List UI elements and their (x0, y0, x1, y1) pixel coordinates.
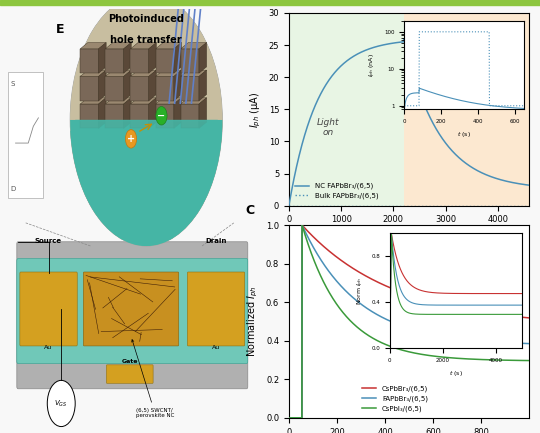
Circle shape (70, 0, 222, 246)
Circle shape (70, 0, 222, 246)
FancyBboxPatch shape (17, 242, 248, 389)
Polygon shape (80, 98, 106, 104)
Polygon shape (148, 42, 157, 73)
Polygon shape (181, 104, 199, 128)
Polygon shape (80, 76, 98, 101)
Polygon shape (181, 76, 199, 101)
Polygon shape (156, 42, 181, 49)
Polygon shape (131, 49, 149, 73)
Polygon shape (174, 42, 181, 73)
Bar (404, 13, 529, 206)
Polygon shape (131, 70, 157, 76)
FancyBboxPatch shape (20, 272, 77, 346)
Polygon shape (80, 70, 106, 76)
Text: Gate: Gate (122, 359, 138, 364)
Text: Au: Au (212, 345, 220, 350)
FancyBboxPatch shape (8, 71, 43, 197)
Circle shape (156, 107, 167, 125)
Legend: NC FAPbBr₃/(6,5), Bulk FAPbBr₃/(6,5): NC FAPbBr₃/(6,5), Bulk FAPbBr₃/(6,5) (292, 180, 381, 202)
Polygon shape (131, 104, 149, 128)
Polygon shape (124, 98, 131, 128)
Polygon shape (105, 70, 131, 76)
Wedge shape (70, 120, 222, 246)
Polygon shape (156, 76, 174, 101)
Polygon shape (131, 98, 157, 104)
Polygon shape (156, 98, 181, 104)
Text: D: D (10, 186, 16, 192)
Polygon shape (174, 98, 181, 128)
Polygon shape (199, 42, 207, 73)
Text: Light
on: Light on (317, 118, 339, 137)
Text: −: − (158, 111, 166, 121)
Text: (6,5) SWCNT/
perovskite NC: (6,5) SWCNT/ perovskite NC (132, 339, 174, 418)
Polygon shape (131, 76, 149, 101)
Polygon shape (80, 49, 98, 73)
Text: $V_{GS}$: $V_{GS}$ (55, 398, 68, 409)
Polygon shape (181, 42, 207, 49)
Polygon shape (181, 98, 207, 104)
Wedge shape (70, 120, 222, 246)
Y-axis label: Normalized $I_{ph}$: Normalized $I_{ph}$ (246, 286, 260, 357)
Polygon shape (80, 42, 106, 49)
Circle shape (125, 129, 137, 148)
Polygon shape (105, 76, 124, 101)
FancyBboxPatch shape (106, 365, 153, 383)
Text: hole transfer: hole transfer (111, 35, 182, 45)
Polygon shape (105, 98, 131, 104)
Polygon shape (98, 70, 106, 101)
Text: S: S (10, 81, 15, 87)
Polygon shape (80, 104, 98, 128)
Text: Drain: Drain (205, 238, 227, 244)
Text: Au: Au (44, 345, 53, 350)
Polygon shape (199, 98, 207, 128)
Polygon shape (148, 98, 157, 128)
Polygon shape (174, 70, 181, 101)
Text: Source: Source (35, 238, 62, 244)
Polygon shape (199, 70, 207, 101)
Text: C: C (246, 204, 255, 216)
Y-axis label: $I_{ph}$ (μA): $I_{ph}$ (μA) (248, 91, 263, 128)
X-axis label: Time (s): Time (s) (389, 230, 429, 240)
Text: B: B (246, 0, 255, 4)
Polygon shape (105, 49, 124, 73)
Polygon shape (156, 70, 181, 76)
Polygon shape (181, 70, 207, 76)
Polygon shape (124, 70, 131, 101)
Polygon shape (131, 42, 157, 49)
Polygon shape (181, 49, 199, 73)
Polygon shape (156, 104, 174, 128)
Circle shape (48, 380, 75, 427)
FancyBboxPatch shape (83, 272, 179, 346)
Polygon shape (105, 42, 131, 49)
Polygon shape (148, 70, 157, 101)
Legend: CsPbBr₃/(6,5), FAPbBr₃/(6,5), CsPbI₃/(6,5): CsPbBr₃/(6,5), FAPbBr₃/(6,5), CsPbI₃/(6,… (360, 382, 431, 414)
Polygon shape (98, 98, 106, 128)
Text: Light
off: Light off (465, 92, 488, 111)
Polygon shape (105, 104, 124, 128)
FancyBboxPatch shape (187, 272, 245, 346)
Text: Photoinduced: Photoinduced (109, 14, 184, 24)
Bar (289, 13, 404, 206)
Polygon shape (124, 42, 131, 73)
Polygon shape (98, 42, 106, 73)
FancyBboxPatch shape (17, 259, 248, 364)
Polygon shape (156, 49, 174, 73)
Text: +: + (127, 134, 135, 144)
Text: E: E (56, 23, 65, 36)
